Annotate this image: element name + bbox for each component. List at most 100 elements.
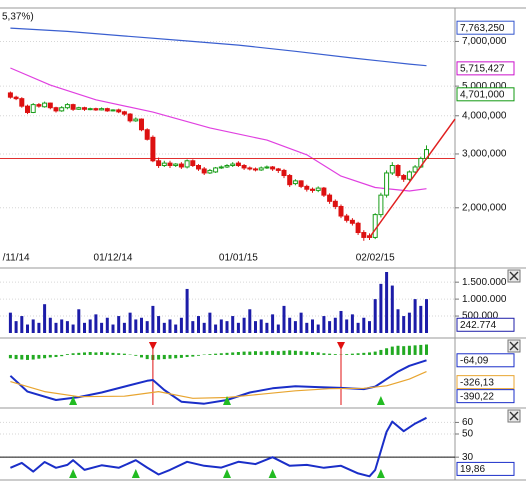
indicator-line	[10, 371, 427, 399]
value-box-label: 19,86	[460, 464, 485, 475]
sell-signal	[148, 342, 157, 350]
candle-body	[332, 200, 338, 207]
volume-bar	[185, 288, 189, 333]
value-box-label: 4,701,000	[460, 89, 505, 100]
buy-signal	[223, 469, 231, 478]
histogram-bar	[31, 354, 35, 360]
volume-bar	[356, 322, 360, 333]
volume-bar	[140, 317, 143, 333]
candle-body	[116, 109, 122, 113]
candle-body	[99, 108, 105, 111]
candle-body	[389, 165, 395, 174]
close-button[interactable]	[507, 339, 521, 353]
volume-bar	[162, 322, 166, 333]
volume-bar	[259, 319, 263, 333]
histogram-bar	[37, 354, 41, 359]
volume-bar	[157, 316, 161, 333]
value-box	[456, 20, 515, 35]
histogram-bar	[345, 354, 349, 355]
buy-signal	[131, 469, 140, 478]
histogram-bar	[105, 352, 109, 355]
histogram-bar	[413, 345, 417, 355]
volume-bar	[299, 312, 303, 333]
volume-bar	[254, 321, 257, 333]
candle-body	[104, 108, 110, 112]
y-tick-label: 30	[462, 452, 474, 463]
histogram-bar	[368, 352, 371, 355]
value-box	[456, 317, 515, 332]
volume-bar	[379, 283, 383, 333]
volume-bar	[77, 309, 81, 333]
volume-bar	[271, 314, 275, 333]
histogram-bar	[179, 354, 183, 358]
candle-body	[264, 166, 270, 169]
candle-body	[253, 168, 258, 171]
histogram-bar	[20, 354, 24, 360]
histogram-bar	[425, 344, 428, 355]
candle-body	[30, 104, 36, 113]
candle-body	[224, 165, 230, 168]
volume-bar	[100, 322, 104, 333]
histogram-bar	[157, 354, 161, 360]
volume-bar	[117, 316, 121, 333]
candle-body	[161, 162, 167, 167]
volume-bar	[311, 319, 314, 333]
volume-bar	[242, 317, 246, 333]
volume-bar	[236, 322, 240, 333]
histogram-bar	[407, 345, 411, 355]
close-button[interactable]	[507, 409, 521, 423]
buy-signal	[69, 396, 78, 405]
volume-bar	[105, 317, 109, 333]
histogram-bar	[111, 352, 115, 355]
volume-bar	[134, 319, 138, 333]
volume-bar	[65, 321, 69, 333]
candle-body	[47, 102, 53, 109]
histogram-bar	[140, 354, 143, 358]
candle-body	[25, 105, 30, 113]
sell-signal	[337, 342, 345, 350]
histogram-bar	[396, 345, 400, 355]
histogram-bar	[276, 351, 280, 355]
histogram-bar	[88, 352, 92, 355]
volume-bar	[413, 299, 417, 333]
histogram-bar	[299, 351, 303, 355]
candle-body	[355, 222, 361, 234]
value-box	[456, 375, 515, 390]
y-tick-label: 60	[462, 417, 474, 428]
volume-bar	[8, 312, 12, 333]
volume-bar	[111, 324, 115, 333]
histogram-bar	[26, 354, 29, 360]
x-tick-label: 02/02/15	[356, 253, 395, 264]
histogram-bar	[208, 354, 212, 355]
volume-bar	[345, 319, 349, 333]
x-tick-label: /11/14	[3, 253, 30, 264]
volume-bar	[197, 316, 200, 333]
volume-bar	[14, 321, 18, 333]
histogram-bar	[402, 346, 406, 355]
candle-body	[53, 107, 59, 112]
volume-bar	[151, 305, 155, 333]
candle-body	[173, 163, 179, 167]
volume-bar	[71, 324, 75, 333]
histogram-bar	[362, 352, 366, 355]
candle-body	[338, 205, 344, 217]
candle-body	[184, 160, 190, 168]
y-tick-label: 1.000.000	[462, 294, 507, 305]
value-box-label: -64,09	[460, 355, 489, 366]
candle-body	[401, 175, 407, 180]
volume-bar	[362, 317, 366, 333]
volume-bar	[248, 309, 252, 333]
volume-bar	[231, 316, 235, 333]
candle-body	[258, 167, 264, 171]
histogram-bar	[134, 354, 138, 356]
candle-body	[412, 166, 418, 173]
candle-body	[13, 96, 19, 100]
indicator-line	[10, 27, 427, 67]
volume-bar	[265, 322, 269, 333]
candle-body	[361, 232, 367, 238]
histogram-bar	[117, 353, 121, 355]
buy-signal	[69, 469, 78, 478]
candle-body	[270, 166, 276, 170]
close-button[interactable]	[507, 269, 521, 283]
